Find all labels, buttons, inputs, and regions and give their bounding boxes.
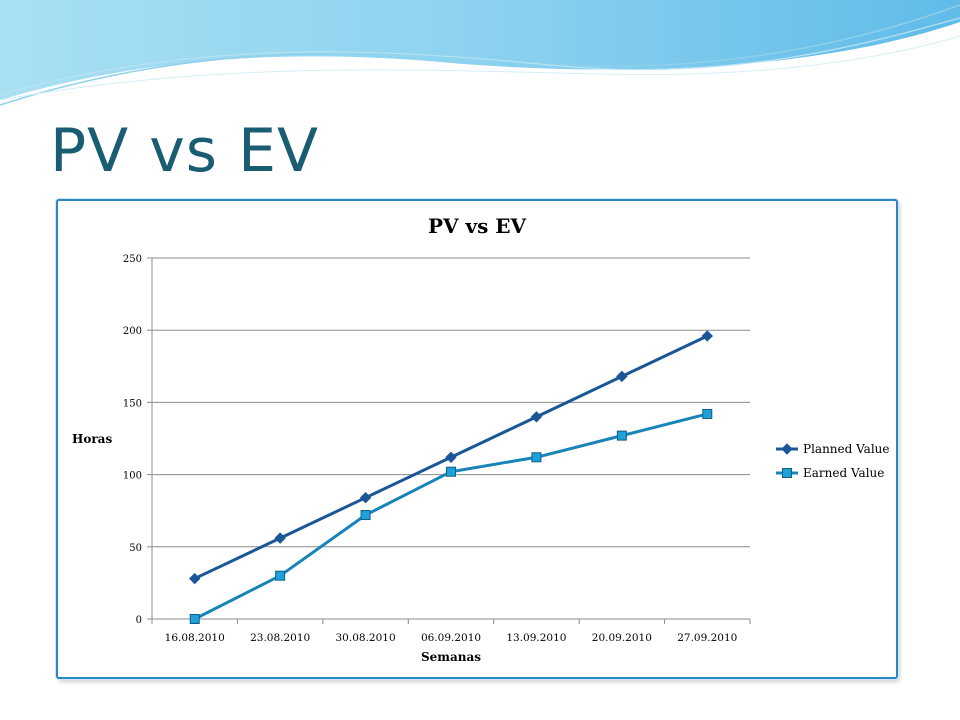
- data-point: [275, 570, 286, 581]
- legend-item: Earned Value: [776, 466, 884, 480]
- y-tick-label: 200: [123, 326, 142, 337]
- wave-line-3: [0, 35, 960, 101]
- data-point: [274, 532, 286, 544]
- x-tick-label: 13.09.2010: [506, 632, 566, 644]
- chart-title: PV vs EV: [428, 214, 527, 238]
- y-tick-label: 150: [123, 398, 142, 409]
- series: [189, 330, 713, 624]
- y-tick-label: 100: [123, 471, 142, 482]
- axes: [147, 257, 751, 624]
- data-point: [616, 370, 628, 383]
- series-earned-value: [189, 408, 713, 624]
- data-point: [702, 408, 713, 419]
- y-tick-label: 250: [123, 254, 142, 265]
- data-point: [616, 430, 627, 441]
- data-point: [446, 466, 456, 477]
- series-line: [194, 412, 708, 621]
- data-point: [360, 510, 371, 521]
- data-point: [531, 452, 542, 463]
- legend-marker: [782, 468, 792, 478]
- gridlines: [152, 257, 750, 620]
- wave-line-2: [0, 17, 960, 96]
- x-tick-label: 23.08.2010: [250, 632, 310, 644]
- y-tick-label: 0: [136, 615, 142, 626]
- data-point: [189, 572, 201, 585]
- y-tick-labels: 0 50 100 150 200 250: [123, 254, 142, 626]
- data-point: [701, 330, 713, 342]
- chart: PV vs EV 0 50 100 150 200 250 16.08.2010 23.08…: [72, 214, 890, 664]
- x-tick-label: 27.09.2010: [677, 632, 737, 644]
- chart-frame: PV vs EV 0 50 100 150 200 250 16.08.2010 23.08…: [56, 199, 898, 679]
- background-waves: [0, 0, 960, 106]
- series-planned-value: [189, 330, 713, 585]
- x-axis-label: Semanas: [421, 650, 481, 664]
- wave-band-top: [0, 0, 960, 100]
- x-tick-label: 30.08.2010: [336, 632, 396, 644]
- x-tick-label: 16.08.2010: [165, 632, 225, 644]
- y-tick-label: 50: [129, 543, 142, 554]
- data-point: [189, 614, 200, 624]
- legend-label: Planned Value: [803, 442, 890, 456]
- x-tick-label: 06.09.2010: [421, 632, 481, 644]
- legend-marker: [781, 443, 793, 455]
- legend-item: Planned Value: [776, 442, 890, 456]
- legend-label: Earned Value: [803, 466, 884, 480]
- data-point: [530, 411, 543, 423]
- y-axis-label: Horas: [72, 432, 112, 446]
- slide-title: PV vs EV: [50, 116, 320, 186]
- data-point: [359, 491, 372, 504]
- legend: Planned Value Earned Value: [776, 442, 890, 480]
- x-tick-label: 20.09.2010: [592, 632, 652, 644]
- x-tick-labels: 16.08.2010 23.08.2010 30.08.2010 06.09.2010…: [165, 632, 738, 644]
- data-point: [445, 451, 457, 463]
